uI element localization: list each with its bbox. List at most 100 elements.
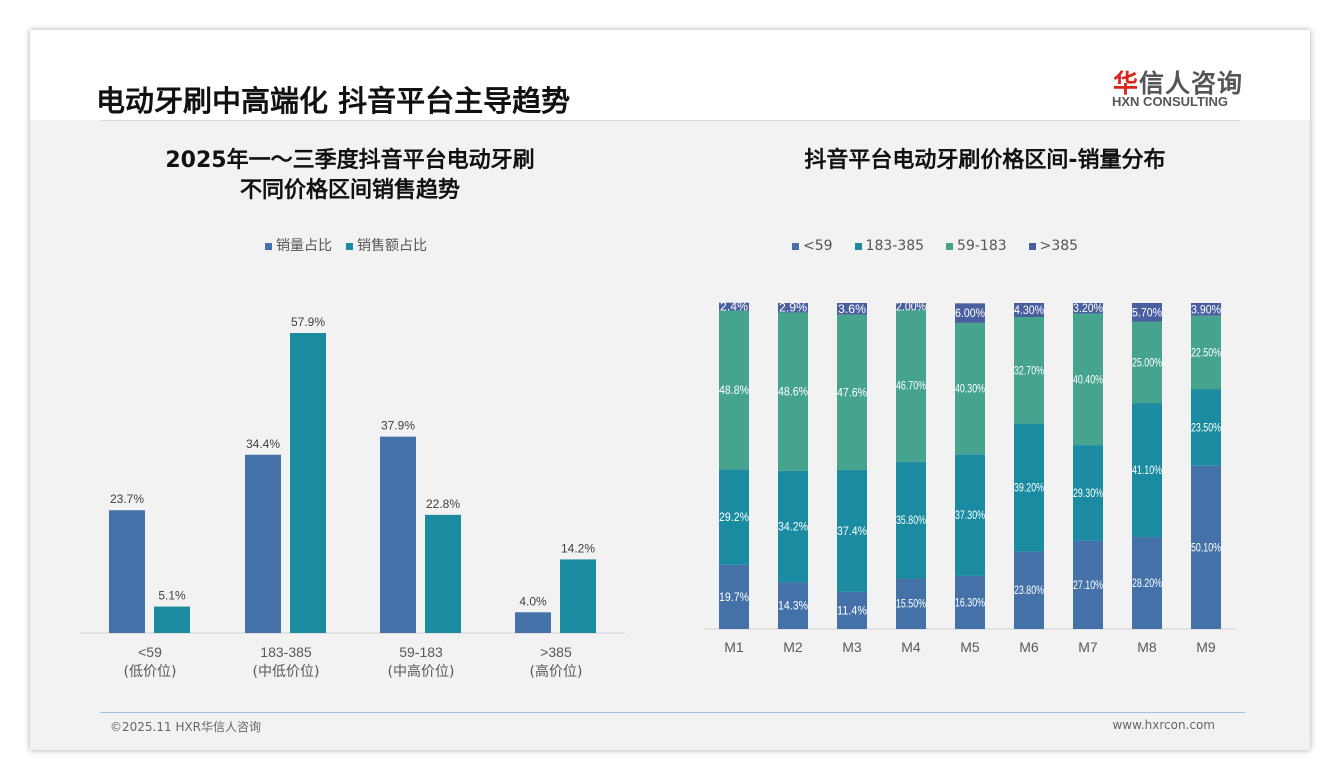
data-label: 5.1% <box>158 589 186 603</box>
stacked-bar-segment <box>778 303 808 313</box>
x-tick-sublabel: (中高价位) <box>388 663 455 680</box>
bar <box>290 333 326 633</box>
x-tick-label: M1 <box>724 639 744 655</box>
stacked-bar-segment <box>896 578 926 629</box>
segment-label: 46.70% <box>896 379 926 393</box>
x-tick-label: M8 <box>1137 639 1157 655</box>
segment-label: 41.10% <box>1132 463 1162 477</box>
segment-label: 3.20% <box>1073 301 1103 315</box>
segment-label: 19.7% <box>719 590 749 604</box>
legend-swatch <box>1028 242 1036 250</box>
header-divider <box>100 120 1240 121</box>
legend-item: 183-385 <box>854 238 924 254</box>
x-tick-label: M4 <box>901 639 921 655</box>
segment-label: 5.70% <box>1132 305 1162 319</box>
legend-swatch <box>946 242 954 250</box>
left-chart-title: 2025年一～三季度抖音平台电动牙刷 不同价格区间销售趋势 <box>80 146 620 206</box>
stacked-bar-segment <box>1132 303 1162 322</box>
stacked-bar-segment <box>1191 315 1221 390</box>
stacked-bar-segment <box>955 575 985 629</box>
segment-label: 50.10% <box>1191 540 1221 554</box>
x-tick-sublabel: (高价位) <box>530 663 583 680</box>
legend-swatch <box>346 242 353 250</box>
segment-label: 35.80% <box>896 513 926 527</box>
stacked-bar-segment <box>896 461 926 579</box>
segment-label: 23.80% <box>1014 583 1044 597</box>
website: www.hxrcon.com <box>1112 718 1215 732</box>
segment-label: 6.00% <box>955 306 985 320</box>
legend-label: 59-183 <box>957 238 1007 254</box>
segment-label: 2.9% <box>779 301 807 315</box>
segment-label: 3.90% <box>1191 302 1221 316</box>
legend-label: <59 <box>803 238 833 254</box>
segment-label: 4.30% <box>1014 303 1044 317</box>
stacked-bar-segment <box>955 454 985 576</box>
segment-label: 48.6% <box>778 385 808 399</box>
stacked-bar-segment <box>778 312 808 471</box>
segment-label: 23.50% <box>1191 420 1221 434</box>
bar <box>380 436 416 633</box>
segment-label: 37.4% <box>837 524 867 538</box>
stacked-bar-segment <box>837 314 867 470</box>
stacked-bar-segment <box>837 303 867 315</box>
bar <box>154 606 190 633</box>
segment-label: 15.50% <box>896 597 926 611</box>
data-label: 34.4% <box>246 437 280 451</box>
stacked-bar-segment <box>896 303 926 310</box>
segment-label: 11.4% <box>837 603 867 617</box>
segment-label: 16.30% <box>955 595 985 609</box>
stacked-bar-segment <box>719 310 749 470</box>
segment-label: 40.40% <box>1073 372 1103 386</box>
legend-item: >385 <box>1028 238 1078 254</box>
stacked-bar-segment <box>1014 551 1044 629</box>
stacked-bar-segment <box>837 591 867 629</box>
stacked-bar-segment <box>955 303 985 323</box>
right-chart-title: 抖音平台电动牙刷价格区间-销量分布 <box>804 148 1166 173</box>
data-label: 57.9% <box>291 315 325 329</box>
stacked-bar-segment <box>1132 537 1162 629</box>
bar <box>245 454 281 633</box>
stacked-bar-segment <box>1191 465 1221 629</box>
segment-label: 2.4% <box>720 300 748 314</box>
x-tick-label: M9 <box>1196 639 1216 655</box>
x-tick-label: M6 <box>1019 639 1039 655</box>
stacked-bar-segment <box>1073 303 1103 314</box>
legend-swatch <box>265 242 272 250</box>
left-chart-title-line2: 不同价格区间销售趋势 <box>239 178 460 203</box>
left-legend: 销量占比 销售额占比 <box>265 235 427 255</box>
logo: 华信人咨询 <box>1113 64 1243 100</box>
stacked-bar-segment <box>778 582 808 629</box>
stacked-bar-segment <box>719 469 749 565</box>
legend-label: 销售额占比 <box>357 238 427 254</box>
legend-label: 销量占比 <box>276 238 332 254</box>
legend-item: <59 <box>792 238 833 254</box>
segment-label: 3.6% <box>838 302 866 316</box>
segment-label: 29.30% <box>1073 486 1103 500</box>
stacked-bar-segment <box>955 322 985 455</box>
stacked-bar-segment <box>837 469 867 592</box>
segment-label: 40.30% <box>955 382 985 396</box>
segment-label: 32.70% <box>1014 363 1044 377</box>
x-tick-label: M7 <box>1078 639 1098 655</box>
segment-label: 25.00% <box>1132 355 1162 369</box>
stacked-bar-segment <box>1191 303 1221 316</box>
segment-label: 37.30% <box>955 508 985 522</box>
data-label: 14.2% <box>561 541 595 555</box>
left-chart-title-line1: 2025年一～三季度抖音平台电动牙刷 <box>165 148 535 173</box>
segment-label: 27.10% <box>1073 578 1103 592</box>
data-label: 37.9% <box>381 419 415 433</box>
x-tick-sublabel: (中低价位) <box>253 664 320 680</box>
segment-label: 34.2% <box>778 520 808 534</box>
legend-item: 销售额占比 <box>346 235 427 255</box>
x-tick-label: M5 <box>960 639 980 655</box>
bar <box>560 559 596 633</box>
page-title: 电动牙刷中高端化 抖音平台主导趋势 <box>96 84 571 118</box>
stacked-bar-segment <box>778 470 808 583</box>
bar <box>109 510 145 633</box>
logo-text: 信人咨询 <box>1139 69 1244 98</box>
right-legend: <59 183-385 59-183 >385 <box>792 238 1078 254</box>
x-tick-label: M3 <box>842 639 862 655</box>
x-tick-label: M2 <box>783 639 803 655</box>
x-tick-sublabel: (低价位) <box>124 664 177 680</box>
